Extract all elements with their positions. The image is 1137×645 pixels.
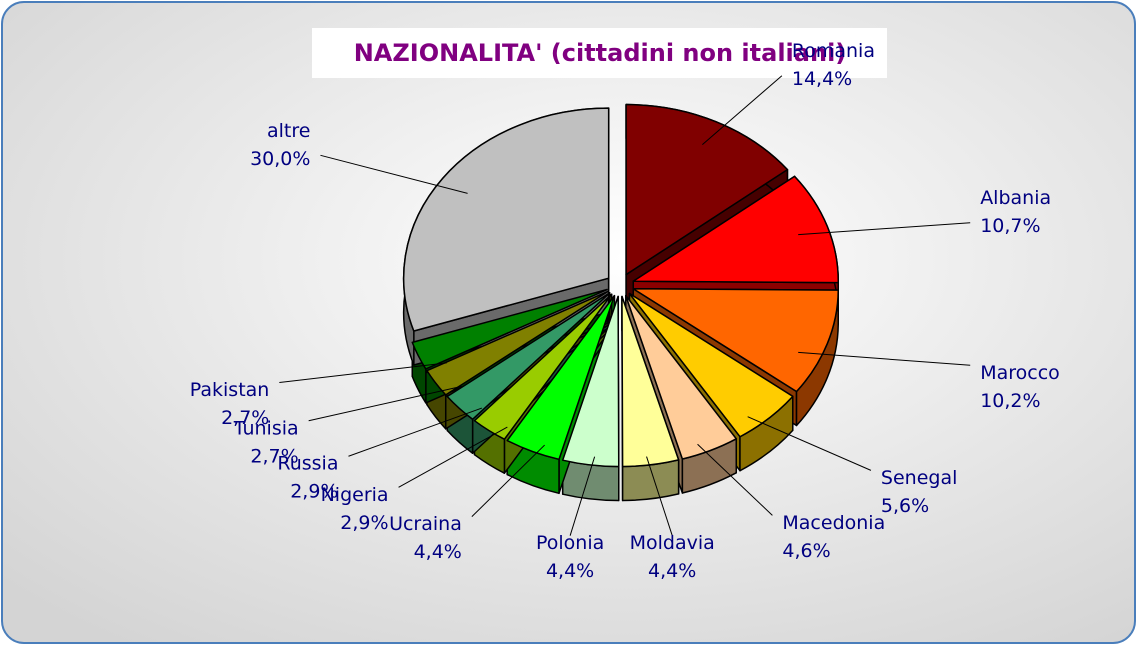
leader-line: [279, 362, 447, 384]
slice: [561, 295, 620, 468]
slice-label: Russia: [277, 453, 338, 475]
slice-label: Albania: [980, 187, 1051, 209]
slice: [426, 290, 609, 396]
leader-line: [798, 351, 971, 366]
leader-line: [308, 385, 462, 422]
slice-value: 14,4%: [792, 68, 852, 90]
leader-line: [471, 444, 545, 518]
slice: [473, 293, 613, 440]
leader-line: [320, 154, 468, 194]
slice-value: 30,0%: [250, 148, 310, 170]
slice-value: 2,7%: [250, 445, 298, 467]
slice-label: Ucraina: [389, 513, 462, 535]
slice: [625, 294, 738, 460]
slice-label: Polonia: [536, 532, 604, 554]
slice-label: altre: [267, 120, 310, 142]
slice: [446, 292, 611, 421]
leader-line: [398, 426, 508, 488]
slice-label: Marocco: [980, 362, 1060, 384]
leader-line: [569, 456, 596, 536]
slice-value: 10,7%: [980, 215, 1040, 237]
slice-value: 4,4%: [546, 560, 594, 582]
title-box: [312, 28, 887, 78]
slice: [411, 288, 608, 370]
slice-label: Macedonia: [782, 512, 885, 534]
slice: [621, 295, 680, 468]
slice-label: Pakistan: [190, 379, 270, 401]
slice-value: 10,2%: [980, 390, 1040, 412]
slice-value: 2,9%: [290, 481, 338, 503]
leader-line: [646, 456, 673, 536]
slice-label: Nigeria: [321, 484, 389, 506]
slice: [506, 294, 616, 461]
chart-title: NAZIONALITA' (cittadini non italiani): [354, 39, 847, 67]
slice-value: 2,7%: [221, 407, 269, 429]
slice: [632, 175, 839, 284]
slice-value: 4,4%: [648, 560, 696, 582]
slice: [625, 103, 789, 276]
slice: [632, 287, 839, 393]
slice-value: 4,4%: [414, 541, 462, 563]
slice-label: Moldavia: [630, 532, 715, 554]
leader-line: [747, 416, 872, 471]
slice-label: Romania: [792, 40, 875, 62]
slice: [402, 107, 610, 332]
leader-line: [798, 222, 971, 236]
leader-line: [702, 75, 783, 146]
slice: [628, 292, 794, 438]
slice-label: Senegal: [881, 467, 957, 489]
slice-value: 2,9%: [340, 512, 388, 534]
slice-value: 4,6%: [782, 540, 830, 562]
leader-line: [348, 407, 483, 457]
leader-line: [697, 443, 773, 516]
slice-value: 5,6%: [881, 495, 929, 517]
slice-label: Tunisia: [233, 417, 299, 439]
